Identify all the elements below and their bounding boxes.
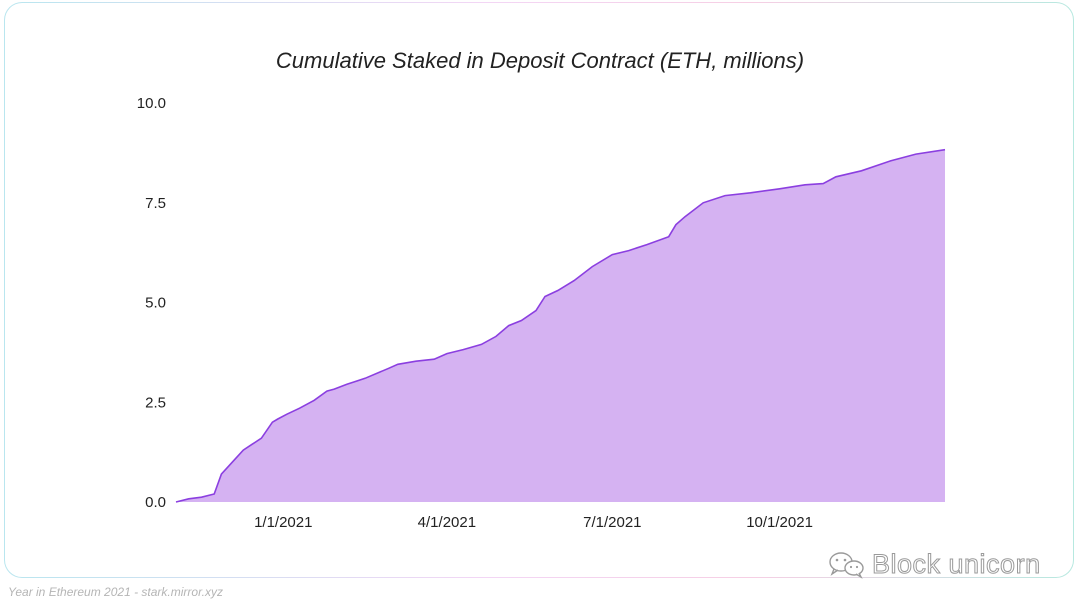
wechat-icon: [829, 552, 864, 579]
y-tick-label: 5.0: [145, 295, 166, 312]
y-tick-label: 7.5: [145, 195, 166, 212]
y-axis: 0.0 2.5 5.0 7.5 10.0: [137, 95, 166, 511]
x-tick-label: 7/1/2021: [583, 514, 641, 531]
staked-series-line: [175, 148, 946, 503]
y-tick-label: 0.0: [145, 494, 166, 511]
footer-caption: Year in Ethereum 2021 - stark.mirror.xyz: [8, 585, 223, 599]
x-axis: 1/1/2021 4/1/2021 7/1/2021 10/1/2021: [254, 514, 813, 531]
watermark-text: Block unicorn: [872, 548, 1041, 579]
x-tick-label: 1/1/2021: [254, 514, 312, 531]
staked-area-fill: [176, 149, 945, 502]
watermark: Block unicorn: [826, 546, 1041, 582]
x-tick-label: 4/1/2021: [418, 514, 476, 531]
chart-title: Cumulative Staked in Deposit Contract (E…: [275, 48, 805, 73]
y-tick-label: 2.5: [145, 394, 166, 411]
x-tick-label: 10/1/2021: [746, 514, 813, 531]
y-tick-label: 10.0: [137, 95, 166, 112]
